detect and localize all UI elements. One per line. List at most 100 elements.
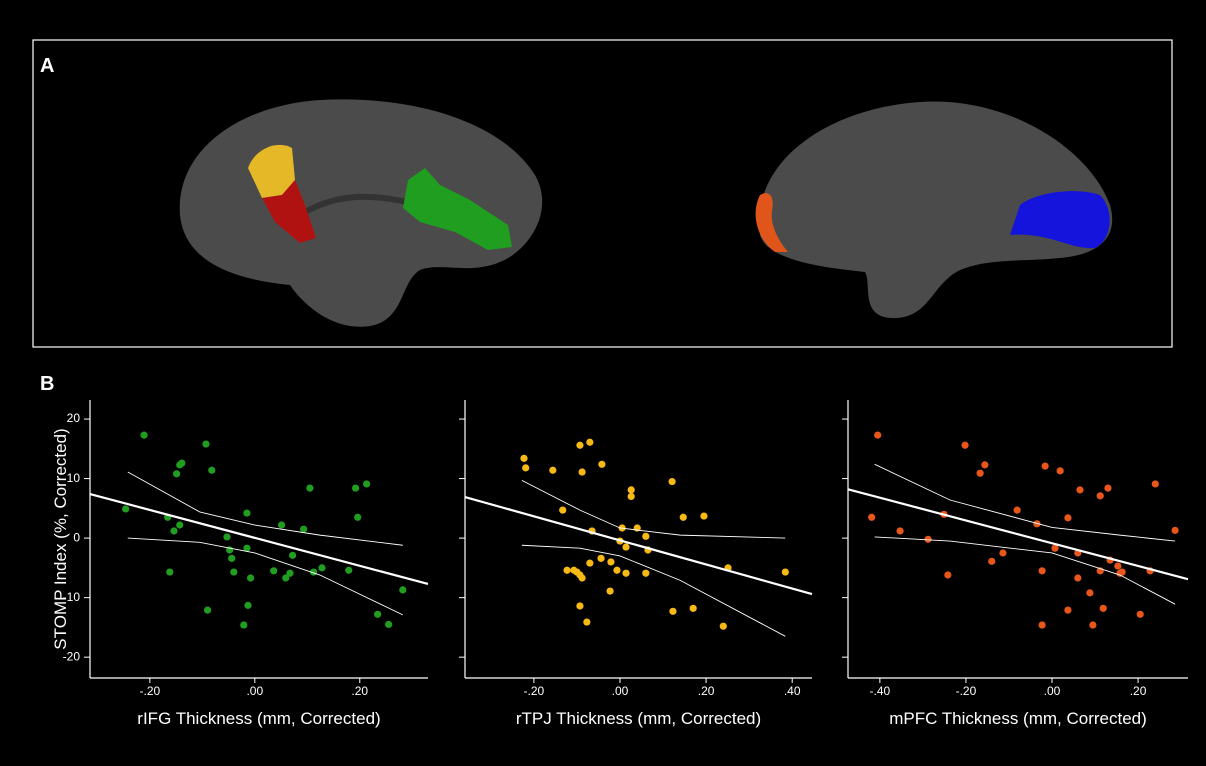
data-point (586, 438, 594, 446)
data-point (166, 568, 174, 576)
data-point (642, 569, 650, 577)
data-point (1064, 514, 1072, 522)
data-point (896, 527, 904, 535)
data-point (689, 604, 697, 612)
ci-upper (127, 471, 403, 546)
data-point (981, 461, 989, 469)
data-point (203, 606, 212, 614)
fit-line (89, 492, 429, 586)
data-point (240, 621, 248, 629)
data-point (598, 460, 606, 468)
y-tick-label: 20 (67, 411, 81, 425)
x-axis-label: rIFG Thickness (mm, Corrected) (137, 709, 380, 728)
data-point (247, 574, 255, 582)
data-point (208, 466, 216, 474)
data-point (176, 521, 184, 529)
data-point (351, 484, 360, 492)
data-point (522, 464, 530, 472)
data-point (597, 554, 605, 562)
data-point (140, 431, 148, 439)
data-point (374, 610, 382, 618)
data-point (679, 513, 687, 521)
data-point (399, 586, 407, 594)
data-point (270, 567, 278, 575)
data-point (306, 484, 314, 492)
x-tick-label: .00 (1044, 684, 1061, 698)
data-point (627, 492, 635, 501)
data-point (318, 564, 326, 572)
x-tick-label: .00 (612, 684, 629, 698)
data-point (172, 470, 181, 478)
y-tick-label: 10 (67, 471, 81, 485)
ci-lower (127, 537, 404, 616)
data-point (178, 459, 186, 467)
data-point (961, 441, 969, 449)
data-point (944, 571, 952, 579)
data-point (924, 535, 932, 543)
data-point (230, 568, 238, 576)
data-point (622, 569, 630, 577)
data-point (1038, 567, 1046, 575)
data-point (1089, 621, 1097, 629)
data-point (668, 477, 676, 486)
data-point (354, 513, 362, 521)
data-point (520, 454, 528, 462)
data-point (385, 620, 393, 629)
data-point (868, 513, 876, 521)
data-point (988, 557, 996, 565)
x-axis-label: rTPJ Thickness (mm, Corrected) (516, 709, 761, 728)
data-point (1151, 480, 1159, 488)
x-tick-label: .20 (698, 684, 715, 698)
x-tick-label: -.40 (870, 684, 891, 698)
y-tick-label: -20 (63, 649, 81, 663)
data-point (228, 554, 236, 562)
data-point (607, 558, 615, 566)
data-point (576, 441, 584, 449)
data-point (1099, 604, 1107, 612)
data-point (559, 506, 567, 514)
data-point (1074, 574, 1082, 582)
data-point (288, 551, 297, 559)
data-point (1056, 467, 1064, 475)
data-point (583, 618, 591, 626)
data-point (1038, 621, 1046, 629)
data-point (243, 544, 251, 552)
data-point (586, 559, 594, 567)
panel-label: B (40, 373, 54, 395)
x-tick-label: -.20 (139, 684, 160, 698)
data-point (578, 574, 586, 582)
data-point (549, 466, 557, 474)
data-point (627, 486, 635, 494)
x-tick-label: .20 (1130, 684, 1147, 698)
data-point (999, 549, 1007, 557)
x-tick-label: .20 (351, 684, 368, 698)
data-point (642, 532, 650, 540)
x-tick-label: -.20 (524, 684, 545, 698)
data-point (300, 525, 308, 533)
data-point (1114, 562, 1122, 570)
y-tick-label: 0 (73, 530, 80, 544)
data-point (874, 431, 882, 439)
data-point (286, 569, 294, 577)
ci-lower (521, 544, 786, 637)
data-point (1033, 520, 1041, 528)
ci-lower (874, 536, 1176, 605)
fit-line (464, 495, 813, 596)
data-point (1051, 544, 1059, 552)
data-point (170, 527, 178, 535)
data-point (576, 602, 584, 610)
data-point (223, 533, 231, 541)
data-point (1041, 462, 1049, 470)
x-axis-label: mPFC Thickness (mm, Corrected) (889, 709, 1147, 728)
ci-upper (521, 479, 786, 539)
data-point (606, 587, 614, 595)
data-point (1064, 606, 1072, 614)
y-tick-label: -10 (63, 590, 81, 604)
fit-line (847, 488, 1189, 581)
data-point (669, 607, 677, 615)
panel-label: A (40, 55, 54, 77)
data-point (122, 505, 130, 513)
data-point (362, 480, 371, 488)
x-tick-label: .00 (246, 684, 263, 698)
